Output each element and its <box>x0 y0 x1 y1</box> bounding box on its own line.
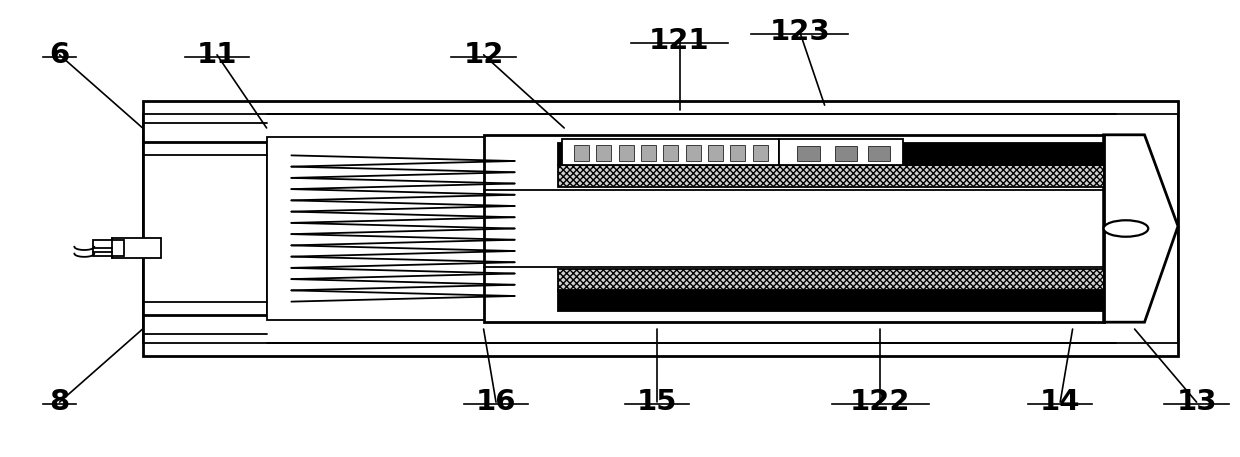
Bar <box>267 137 539 320</box>
Bar <box>558 143 1104 165</box>
Bar <box>596 145 611 161</box>
Bar <box>797 146 820 161</box>
Bar <box>484 135 1104 322</box>
Bar <box>730 145 745 161</box>
Bar <box>686 145 701 161</box>
Bar <box>619 145 634 161</box>
Bar <box>868 146 890 161</box>
Circle shape <box>1104 220 1148 237</box>
Bar <box>779 139 903 165</box>
Bar <box>143 114 1178 343</box>
Bar <box>663 145 678 161</box>
Bar <box>835 146 857 161</box>
Bar <box>562 139 779 165</box>
Text: 6: 6 <box>50 41 69 69</box>
Bar <box>558 165 1104 187</box>
Bar <box>143 101 1178 356</box>
Text: 13: 13 <box>1177 388 1216 416</box>
Bar <box>708 145 723 161</box>
Text: 11: 11 <box>197 41 237 69</box>
Text: 15: 15 <box>637 388 677 416</box>
Bar <box>558 269 1104 291</box>
Text: 123: 123 <box>770 18 830 46</box>
Bar <box>112 238 161 258</box>
Text: 122: 122 <box>851 388 910 416</box>
Text: 121: 121 <box>650 27 709 55</box>
Bar <box>641 145 656 161</box>
Text: 14: 14 <box>1040 388 1080 416</box>
Bar <box>143 142 267 315</box>
Text: 12: 12 <box>464 41 503 69</box>
Bar <box>753 145 768 161</box>
Text: 16: 16 <box>476 388 516 416</box>
Bar <box>558 290 1104 311</box>
Polygon shape <box>1104 135 1178 322</box>
Bar <box>93 240 124 256</box>
Bar <box>574 145 589 161</box>
Text: 8: 8 <box>50 388 69 416</box>
